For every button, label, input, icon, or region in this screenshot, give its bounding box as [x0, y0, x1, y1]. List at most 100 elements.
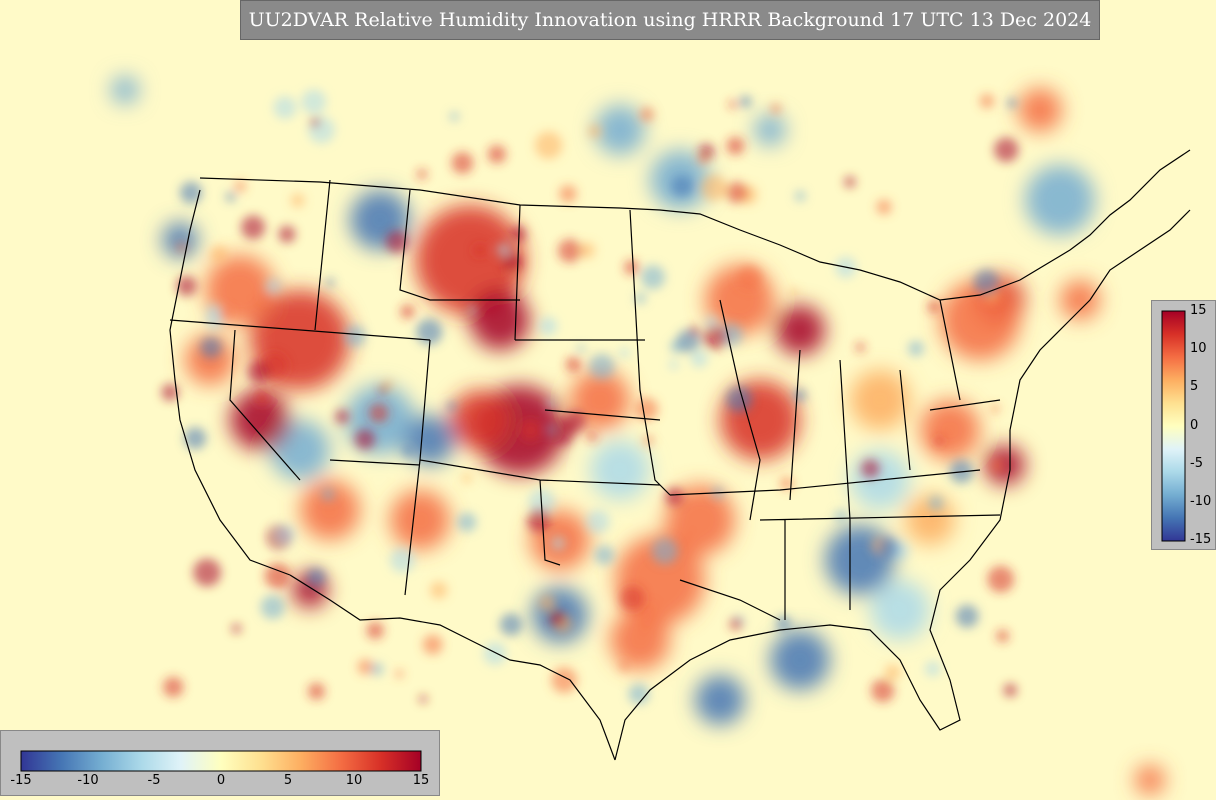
- field-speckle: [161, 383, 179, 401]
- gulf-coast: [614, 430, 1011, 761]
- field-blob: [695, 675, 745, 725]
- vertical-tick-label: 10: [1190, 341, 1207, 356]
- vertical-colorbar-gradient: [1161, 310, 1186, 542]
- field-speckle: [927, 300, 941, 314]
- field-speckle: [871, 679, 895, 703]
- field-speckle: [702, 325, 728, 351]
- field-speckle: [628, 683, 650, 705]
- map-title: UU2DVAR Relative Humidity Innovation usi…: [240, 0, 1100, 40]
- field-blob: [1018, 88, 1062, 132]
- field-speckle: [419, 695, 428, 704]
- field-speckle: [979, 93, 995, 109]
- field-speckle: [577, 344, 586, 353]
- east-coast: [1009, 209, 1191, 431]
- field-speckle: [354, 429, 375, 450]
- field-speckle: [700, 174, 728, 201]
- field-speckle: [234, 180, 246, 192]
- field-speckle: [996, 629, 1009, 643]
- field-speckle: [586, 431, 597, 442]
- field-speckle: [877, 537, 900, 560]
- field-speckle: [924, 661, 941, 677]
- field-speckle: [546, 425, 556, 434]
- field-speckle: [457, 512, 477, 532]
- field-speckle: [619, 586, 645, 611]
- field-speckle: [619, 661, 630, 671]
- field-speckle: [260, 595, 285, 620]
- us-canada-border: [199, 149, 1191, 301]
- field-speckle: [176, 242, 187, 253]
- state-lines-1: [169, 179, 981, 596]
- field-speckle: [538, 316, 558, 336]
- field-speckle: [794, 190, 806, 202]
- field-speckle: [275, 524, 296, 545]
- field-speckle: [209, 245, 228, 264]
- field-speckle: [671, 175, 693, 197]
- field-speckle: [793, 389, 807, 402]
- field-speckle: [729, 618, 742, 631]
- field-blob: [940, 280, 1020, 360]
- field-blob: [390, 490, 450, 550]
- field-speckle: [639, 107, 655, 122]
- field-blob: [665, 485, 735, 555]
- field-speckle: [689, 325, 700, 336]
- vertical-tick-label: -15: [1190, 532, 1212, 547]
- field-speckle: [594, 545, 615, 565]
- field-speckle: [668, 359, 679, 370]
- vertical-colorbar: 15 10 5 0 -5 -10 -15: [1151, 300, 1216, 550]
- field-speckle: [651, 538, 679, 565]
- field-speckle: [578, 242, 595, 259]
- horizontal-tick-label: 10: [345, 773, 363, 788]
- field-speckle: [619, 347, 630, 359]
- field-speckle: [231, 623, 242, 634]
- field-speckle: [395, 669, 404, 679]
- field-speckle: [253, 389, 271, 407]
- field-speckle: [994, 137, 1019, 163]
- field-blob: [870, 580, 930, 640]
- field-speckle: [884, 664, 901, 681]
- field-blob: [470, 290, 530, 350]
- field-blob: [775, 305, 825, 355]
- horizontal-colorbar-gradient: [20, 750, 422, 772]
- field-speckle: [451, 152, 474, 174]
- field-speckle: [1003, 683, 1017, 697]
- field-speckle: [496, 242, 511, 257]
- field-speckle: [565, 356, 582, 373]
- field-blob: [1060, 280, 1100, 320]
- field-blob: [920, 400, 980, 460]
- field-speckle: [538, 594, 556, 612]
- field-blob: [610, 610, 670, 670]
- field-speckle: [737, 265, 762, 290]
- horizontal-tick-label: 0: [216, 773, 226, 788]
- field-speckle: [449, 111, 459, 122]
- field-speckle: [844, 176, 856, 188]
- field-speckle: [473, 244, 487, 257]
- field-speckle: [321, 488, 335, 501]
- field-speckle: [770, 103, 782, 115]
- field-speckle: [640, 265, 666, 290]
- field-speckle: [206, 303, 222, 319]
- field-blob: [300, 480, 360, 540]
- west-coast: [169, 189, 291, 576]
- field-speckle: [779, 476, 794, 491]
- field-speckle: [176, 275, 197, 297]
- field-speckle: [665, 487, 684, 506]
- field-speckle: [447, 401, 457, 412]
- field-speckle: [261, 291, 272, 302]
- field-speckle: [934, 436, 944, 446]
- field-speckle: [546, 399, 556, 409]
- field-speckle: [225, 192, 236, 202]
- field-blob: [595, 105, 645, 155]
- field-speckle: [193, 558, 222, 587]
- field-speckle: [635, 397, 659, 421]
- field-blob: [850, 370, 910, 430]
- field-speckle: [973, 269, 1000, 296]
- field-speckle: [278, 225, 296, 243]
- field-blob: [405, 415, 455, 465]
- field-speckle: [1007, 98, 1017, 109]
- field-speckle: [564, 410, 587, 433]
- field-blob: [770, 630, 830, 690]
- vertical-tick-label: -10: [1190, 494, 1212, 509]
- field-speckle: [483, 642, 507, 665]
- field-speckle: [402, 445, 414, 457]
